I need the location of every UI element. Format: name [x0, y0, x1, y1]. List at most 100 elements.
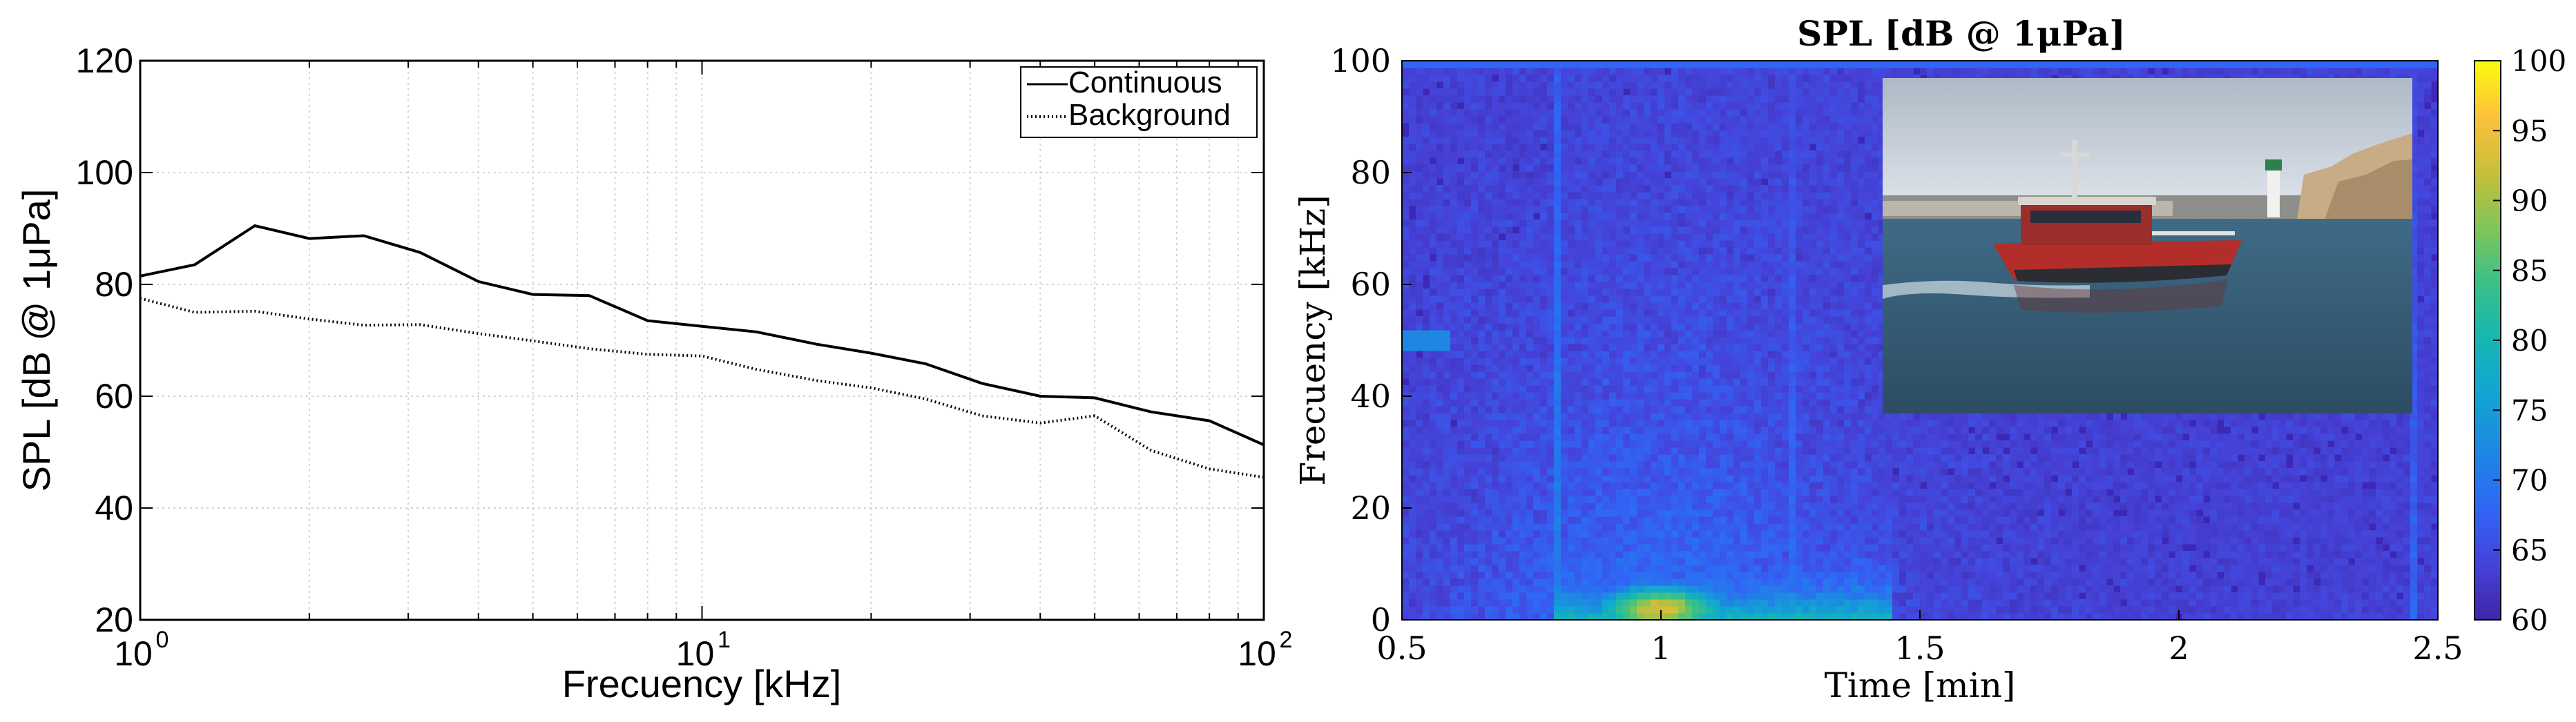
spectrogram-cell [1540, 68, 1548, 75]
spectrogram-cell [1602, 130, 1610, 137]
spectrogram-cell [1492, 254, 1499, 262]
spectrogram-cell [1637, 358, 1644, 365]
spectrogram-cell [1485, 461, 1492, 469]
spectrogram-cell [1554, 433, 1561, 441]
spectrogram-cell [1671, 475, 1679, 482]
spectrogram-cell [1492, 199, 1499, 206]
spectrogram-cell [1775, 399, 1782, 407]
spectrogram-cell [1664, 392, 1672, 400]
spectrogram-cell [1409, 427, 1416, 434]
spectrogram-cell [1664, 606, 1672, 614]
spectrogram-cell [1692, 599, 1700, 607]
spectrogram-cell [1478, 613, 1486, 620]
spectrogram-cell [1692, 185, 1700, 193]
spectrogram-cell [1588, 454, 1596, 462]
spectrogram-cell [1761, 282, 1769, 289]
spectrogram-cell [1575, 219, 1582, 227]
spectrogram-cell [1561, 358, 1568, 365]
spectrogram-cell [1616, 385, 1624, 393]
spectrogram-cell [1595, 516, 1603, 524]
spectrogram-cell [1747, 316, 1755, 324]
spectrogram-cell [1478, 565, 1486, 572]
spectrogram-cell [1651, 578, 1658, 586]
spectrogram-cell [1423, 503, 1430, 510]
spectrogram-cell [1416, 344, 1423, 351]
spectrogram-cell [1630, 137, 1637, 144]
spectrogram-cell [1789, 496, 1796, 503]
spectrogram-cell [1464, 247, 1472, 255]
spectrogram-cell [1436, 144, 1444, 151]
spectrogram-cell [1547, 226, 1555, 234]
spectrogram-cell [1657, 254, 1665, 262]
spectrogram-cell [1616, 150, 1624, 158]
spectrogram-cell [1519, 461, 1527, 469]
spectrogram-cell [1533, 420, 1541, 427]
spectrogram-cell [1526, 378, 1534, 386]
spectrogram-cell [1747, 206, 1755, 213]
spectrogram-cell [1582, 123, 1589, 130]
spectrogram-cell [1761, 226, 1769, 234]
spectrogram-cell [1582, 606, 1589, 614]
spectrogram-cell [1575, 289, 1582, 296]
spectrogram-cell [1775, 116, 1782, 124]
spectrogram-cell [1492, 585, 1499, 593]
spectrogram-cell [1637, 496, 1644, 503]
spectrogram-cell [1512, 206, 1520, 213]
spectrogram-cell [1409, 544, 1416, 552]
spectrogram-cell [1768, 316, 1776, 324]
spectrogram-cell [1630, 323, 1637, 331]
spectrogram-cell [1457, 523, 1465, 531]
spectrogram-cell [1547, 496, 1555, 503]
spectrogram-cell [1512, 68, 1520, 75]
spectrogram-cell [1499, 123, 1506, 130]
spectrogram-cell [1457, 496, 1465, 503]
spectrogram-cell [1699, 475, 1707, 482]
spectrogram-cell [1533, 144, 1541, 151]
spectrogram-cell [1568, 482, 1575, 489]
spectrogram-cell [1644, 157, 1651, 165]
spectrogram-cell [1768, 219, 1776, 227]
spectrogram-cell [1588, 330, 1596, 338]
spectrogram-cell [1457, 116, 1465, 124]
spectrogram-cell [1747, 565, 1755, 572]
spectrogram-cell [1768, 275, 1776, 282]
spectrogram-cell [1443, 109, 1451, 117]
spectrogram-cell [1409, 219, 1416, 227]
spectrogram-cell [1623, 144, 1631, 151]
spectrogram-cell [1561, 247, 1568, 255]
spectrogram-cell [1436, 323, 1444, 331]
spectrogram-cell [1754, 275, 1762, 282]
spectrogram-cell [1402, 516, 1410, 524]
spectrogram-cell [1568, 572, 1575, 579]
spectrogram-cell [1706, 171, 1713, 179]
spectrogram-cell [1609, 240, 1617, 248]
spectrogram-cell [1782, 385, 1789, 393]
spectrogram-cell [1588, 323, 1596, 331]
spectrogram-cell [1519, 178, 1527, 186]
spectrogram-cell [1485, 178, 1492, 186]
spectrogram-cell [1713, 406, 1720, 413]
spectrogram-cell [1595, 606, 1603, 614]
spectrogram-cell [1789, 406, 1796, 413]
spectrogram-cell [1471, 219, 1479, 227]
spectrogram-cell [1450, 599, 1458, 607]
spectrogram-cell [1506, 482, 1513, 489]
spectrogram-cell [1685, 68, 1693, 75]
spectrogram-cell [1796, 144, 1803, 151]
spectrogram-cell [1519, 206, 1527, 213]
spectrogram-cell [1713, 130, 1720, 137]
spectrogram-cell [1602, 316, 1610, 324]
spectrogram-cell [1554, 523, 1561, 531]
spectrogram-cell [1809, 192, 1817, 199]
spectrogram-cell [1533, 440, 1541, 448]
spectrogram-cell [1720, 406, 1727, 413]
spectrogram-cell [1651, 171, 1658, 179]
spectrogram-cell [1533, 606, 1541, 614]
spectrogram-cell [1436, 123, 1444, 130]
spectrogram-cell [1630, 130, 1637, 137]
spectrogram-cell [1436, 213, 1444, 220]
spectrogram-cell [1664, 399, 1672, 407]
spectrogram-cell [1706, 323, 1713, 331]
spectrogram-cell [1519, 371, 1527, 379]
spectrogram-cell [1519, 392, 1527, 400]
